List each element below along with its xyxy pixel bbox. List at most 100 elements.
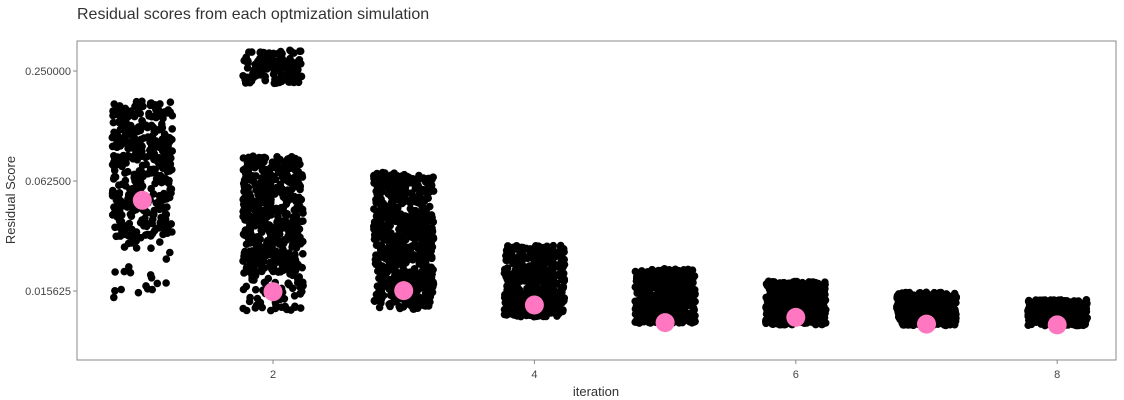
highlight-point-3: [394, 281, 414, 301]
data-point: [429, 233, 438, 242]
data-point: [772, 292, 781, 300]
data-point: [766, 314, 774, 323]
data-point: [900, 307, 909, 315]
data-point: [517, 299, 526, 308]
data-point: [951, 307, 959, 316]
data-point: [245, 297, 254, 306]
data-point: [108, 133, 117, 142]
data-point: [251, 304, 260, 312]
data-point: [423, 295, 431, 304]
x-axis-title: iteration: [573, 384, 619, 399]
data-point: [156, 218, 165, 227]
data-point: [260, 213, 269, 222]
data-point: [668, 302, 676, 311]
data-point: [241, 226, 250, 235]
data-point: [239, 257, 247, 265]
data-point: [138, 170, 146, 179]
data-point: [287, 306, 295, 314]
data-point: [895, 295, 904, 304]
data-point: [658, 268, 667, 276]
data-point: [110, 173, 118, 181]
data-point: [159, 164, 167, 172]
data-point: [239, 72, 247, 80]
data-point: [112, 141, 120, 149]
data-point: [646, 301, 654, 310]
data-point: [504, 278, 513, 286]
data-point: [537, 254, 546, 263]
data-point: [111, 287, 119, 295]
data-point: [134, 288, 143, 297]
data-point: [549, 285, 558, 293]
data-point: [150, 210, 158, 219]
data-point: [276, 268, 285, 276]
data-point: [244, 167, 253, 175]
data-point: [816, 315, 825, 324]
data-point: [406, 205, 415, 213]
data-point: [936, 313, 945, 321]
data-point: [388, 174, 397, 182]
data-point: [375, 193, 383, 202]
data-point: [240, 207, 248, 215]
data-point: [786, 301, 794, 310]
data-point: [134, 185, 142, 193]
data-point: [299, 250, 307, 258]
data-point: [406, 268, 414, 277]
data-point: [416, 279, 425, 287]
data-point: [536, 274, 545, 283]
data-point: [422, 223, 431, 232]
data-point: [512, 259, 521, 267]
data-point: [250, 198, 258, 206]
highlight-point-8: [1047, 315, 1067, 335]
data-point: [530, 312, 538, 321]
data-point: [111, 268, 119, 276]
data-point: [1040, 309, 1049, 318]
data-point: [275, 240, 284, 248]
data-point: [240, 197, 248, 205]
data-point: [268, 158, 277, 166]
data-point: [116, 125, 125, 134]
data-point: [123, 196, 132, 205]
y-axis-title: Residual Score: [3, 156, 18, 244]
data-point: [547, 260, 555, 268]
data-point: [788, 292, 797, 301]
data-point: [296, 172, 305, 181]
data-point: [419, 247, 427, 256]
data-point: [244, 183, 252, 192]
data-point: [901, 288, 910, 297]
data-point: [381, 169, 389, 177]
data-point: [520, 293, 529, 302]
data-point: [645, 284, 653, 293]
data-point: [129, 227, 137, 235]
data-point: [110, 203, 118, 211]
data-point: [252, 208, 261, 216]
data-point: [267, 178, 275, 186]
data-point: [299, 217, 307, 225]
data-point: [641, 310, 649, 319]
data-point: [297, 60, 305, 68]
data-point: [385, 285, 394, 293]
data-point: [411, 196, 420, 204]
data-point: [521, 263, 530, 271]
data-point: [292, 212, 301, 220]
data-point: [632, 309, 641, 317]
data-point: [421, 213, 430, 221]
data-point: [674, 300, 682, 309]
data-point: [506, 288, 514, 297]
data-point: [398, 199, 406, 208]
data-point: [398, 212, 406, 221]
data-point: [159, 196, 167, 204]
data-point: [401, 301, 409, 309]
data-point: [120, 243, 129, 251]
data-point: [930, 296, 938, 305]
data-point: [263, 244, 272, 253]
data-point: [547, 251, 555, 260]
data-point: [240, 176, 249, 184]
data-point: [911, 306, 919, 315]
data-point: [428, 228, 437, 236]
data-point: [1062, 302, 1070, 310]
data-point: [143, 230, 152, 239]
data-point: [1051, 306, 1059, 315]
data-point: [130, 112, 139, 121]
data-point: [256, 48, 265, 56]
data-point: [131, 102, 139, 111]
